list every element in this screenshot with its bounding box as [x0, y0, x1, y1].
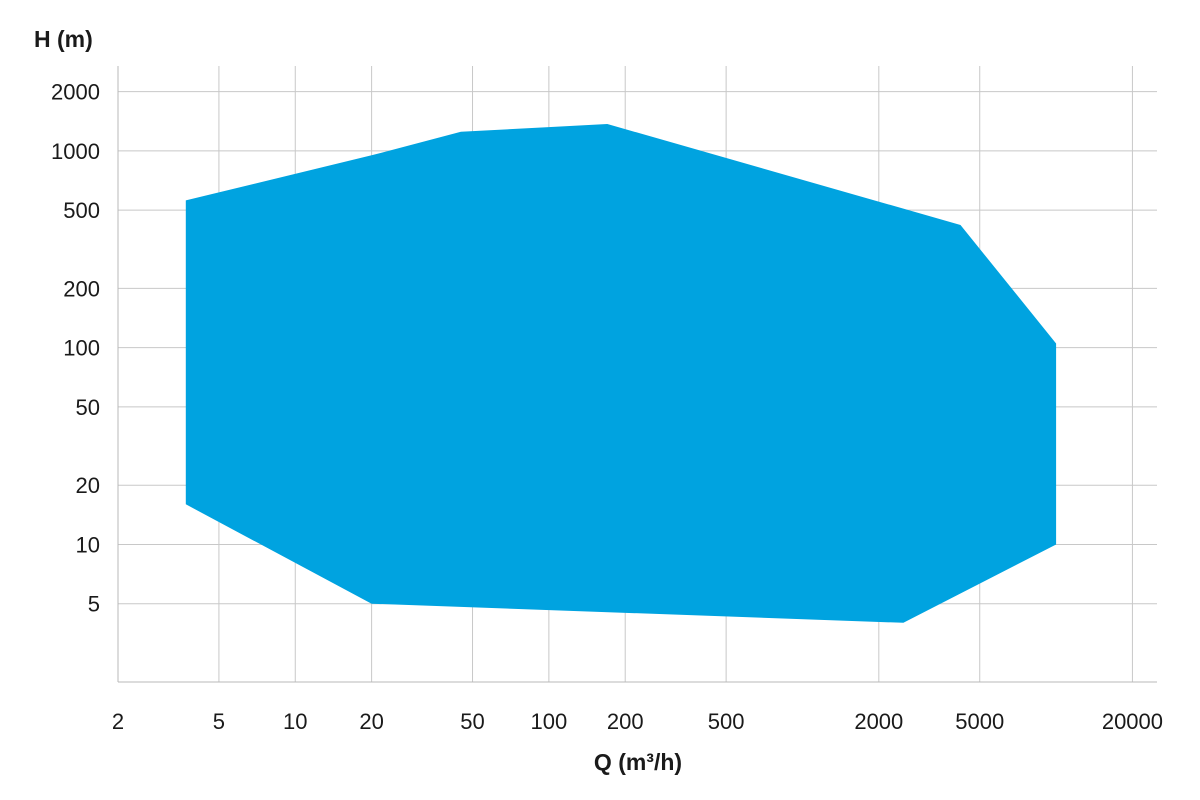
y-tick-label: 1000: [51, 139, 100, 164]
x-tick-label: 200: [607, 709, 644, 734]
x-tick-label: 5000: [955, 709, 1004, 734]
y-tick-label: 5: [88, 592, 100, 617]
y-tick-label: 200: [63, 276, 100, 301]
x-tick-label: 5: [213, 709, 225, 734]
x-tick-labels: 2 5 10 20 50 100 200 500 2000 5000 20000: [112, 709, 1163, 734]
y-tick-label: 500: [63, 198, 100, 223]
operating-range-area: [185, 124, 1057, 623]
x-tick-label: 10: [283, 709, 307, 734]
y-tick-label: 20: [76, 473, 100, 498]
y-tick-label: 50: [76, 395, 100, 420]
y-tick-label: 2000: [51, 80, 100, 105]
x-tick-label: 20: [359, 709, 383, 734]
y-tick-label: 10: [76, 532, 100, 557]
x-tick-label: 50: [460, 709, 484, 734]
x-tick-label: 2000: [854, 709, 903, 734]
y-tick-label: 100: [63, 336, 100, 361]
y-tick-labels: 5 10 20 50 100 200 500 1000 2000: [51, 80, 100, 617]
x-tick-label: 500: [708, 709, 745, 734]
x-tick-label: 2: [112, 709, 124, 734]
y-axis-title: H (m): [34, 26, 93, 52]
x-tick-label: 100: [531, 709, 568, 734]
x-tick-label: 20000: [1102, 709, 1163, 734]
x-axis-title: Q (m³/h): [594, 749, 682, 775]
axes: [117, 66, 1157, 683]
